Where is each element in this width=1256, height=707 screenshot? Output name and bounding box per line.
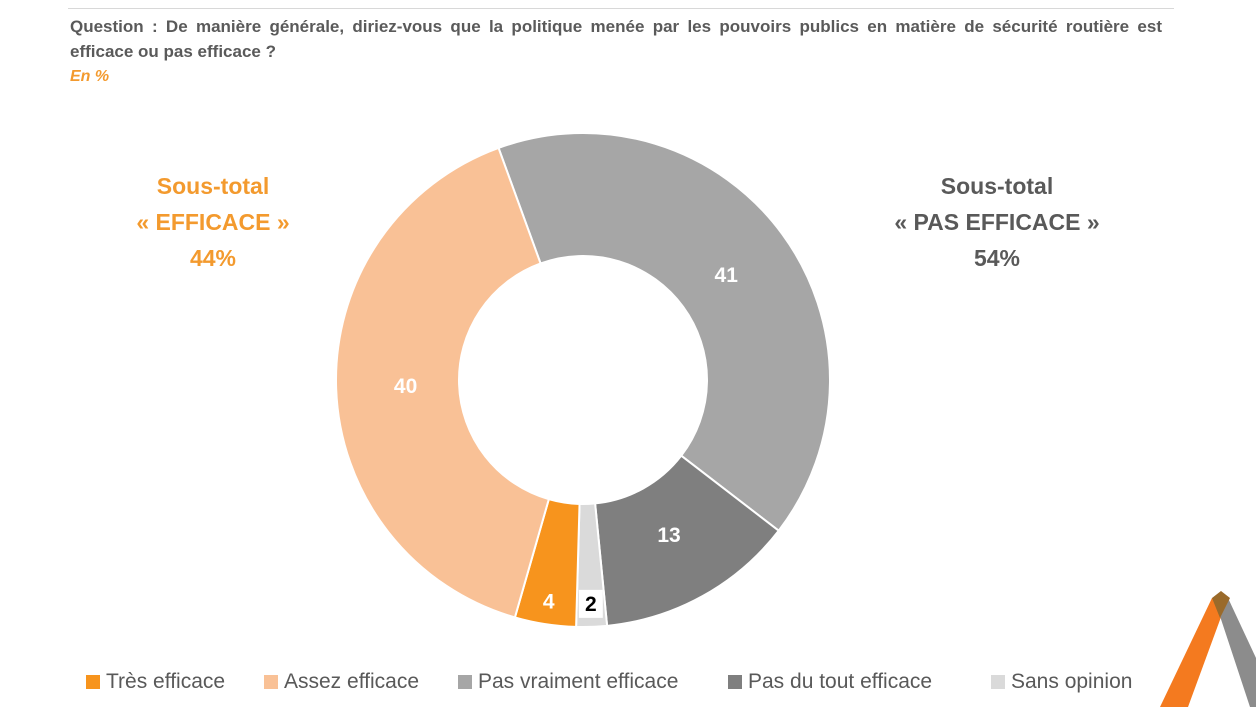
subtotal-efficace: Sous-total « EFFICACE » 44% (63, 168, 363, 276)
subtotal-efficace-value: 44% (189, 245, 237, 271)
legend-item: Pas vraiment efficace (458, 670, 678, 694)
data-label: 13 (657, 524, 680, 547)
legend-item: Très efficace (86, 670, 225, 694)
slice-pas-vraiment-efficace (497, 132, 831, 533)
subtotal-efficace-line1: Sous-total (156, 173, 270, 199)
slice-assez-efficace (335, 146, 551, 619)
subtotal-pas-efficace-line2: « PAS EFFICACE » (894, 209, 1100, 235)
data-label: 2 (585, 593, 597, 616)
subtotal-pas-efficace: Sous-total « PAS EFFICACE » 54% (847, 168, 1147, 276)
legend-swatch (991, 675, 1005, 689)
triangle-logo-icon (1160, 591, 1256, 707)
legend-swatch (728, 675, 742, 689)
legend-item: Pas du tout efficace (728, 670, 932, 694)
data-label: 40 (394, 375, 417, 398)
legend-swatch (458, 675, 472, 689)
data-label: 4 (543, 590, 555, 613)
unit-label: En % (70, 68, 110, 85)
question-text: Question : De manière générale, diriez-v… (70, 17, 1162, 61)
top-rule (68, 8, 1174, 9)
subtotal-pas-efficace-value: 54% (973, 245, 1021, 271)
data-label-background (578, 589, 603, 618)
legend-swatch (264, 675, 278, 689)
legend-item: Sans opinion (991, 670, 1132, 694)
subtotal-pas-efficace-line1: Sous-total (940, 173, 1054, 199)
legend-item: Assez efficace (264, 670, 419, 694)
legend-label: Assez efficace (284, 670, 420, 693)
subtotal-efficace-line2: « EFFICACE » (136, 209, 290, 235)
legend-label: Sans opinion (1011, 670, 1133, 693)
legend-label: Très efficace (106, 670, 226, 693)
slice-pas-du-tout-efficace (594, 454, 781, 627)
legend-swatch (86, 675, 100, 689)
legend-label: Pas vraiment efficace (478, 670, 679, 693)
data-label: 41 (715, 264, 739, 287)
legend-label: Pas du tout efficace (748, 670, 933, 693)
